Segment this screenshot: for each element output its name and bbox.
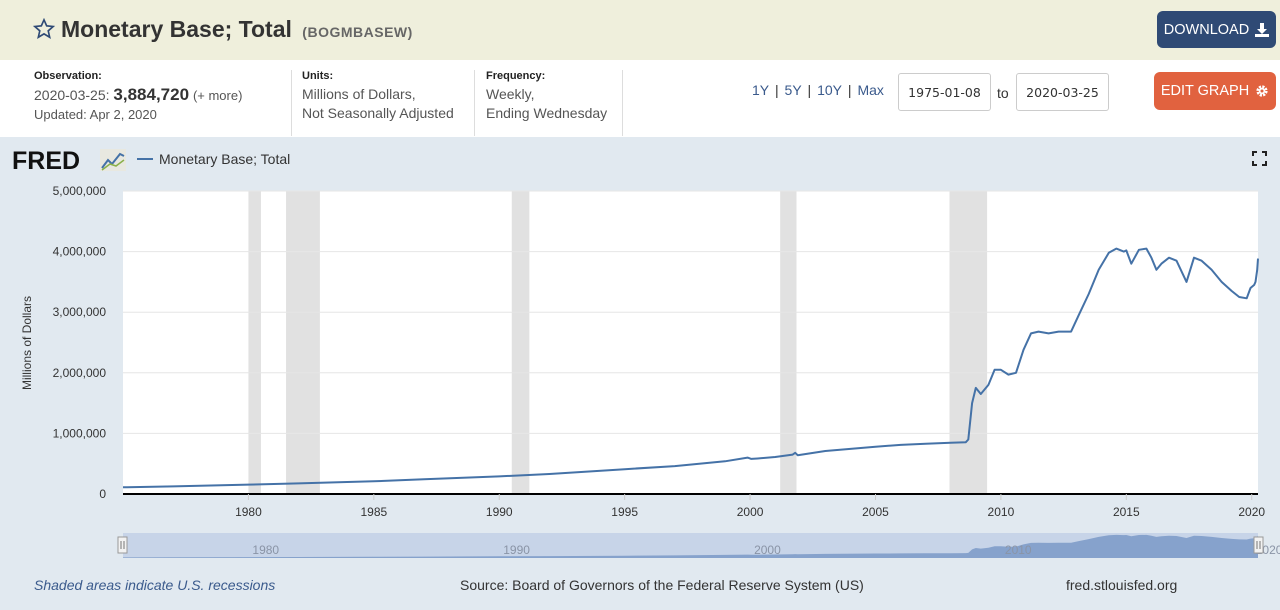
gridlines [123,190,1258,434]
title-bar: Monetary Base; Total (BOGMBASEW) DOWNLOA… [0,0,1280,60]
observation-block: Observation: 2020-03-25: 3,884,720 (+ mo… [34,70,242,122]
frequency-line-2: Ending Wednesday [486,105,608,121]
navigator-tick-label: 2000 [754,543,781,557]
units-label: Units: [302,70,334,82]
metadata-bar: Observation: 2020-03-25: 3,884,720 (+ mo… [0,60,1280,137]
divider [291,70,292,136]
navigator-area [123,534,1258,558]
x-tick-label: 1985 [360,505,387,519]
fred-logo[interactable]: FRED [12,146,130,174]
star-outline-icon[interactable] [33,18,55,40]
end-date-input[interactable]: 2020-03-25 [1016,73,1109,111]
observation-label: Observation: [34,70,102,82]
navigator-tick-label: 2010 [1005,543,1032,557]
recession-band [286,191,320,494]
x-tick-label: 2020 [1238,505,1265,519]
navigator: 1980 1990 2000 2010 2020 [123,534,1280,558]
navigator-handle-right[interactable] [1253,536,1264,554]
start-date-input[interactable]: 1975-01-08 [898,73,991,111]
range-max[interactable]: Max [857,82,884,98]
x-tick-label: 2015 [1113,505,1140,519]
series-layer [122,247,1259,489]
recession-band [248,191,261,494]
to-label: to [997,85,1009,101]
navigator-tick-label: 1990 [503,543,530,557]
fred-logo-text: FRED [12,147,80,174]
frequency-block: Frequency: Weekly, Ending Wednesday [486,70,607,123]
x-tick-label: 1995 [611,505,638,519]
recession-band [780,191,797,494]
chart: 0 1,000,000 2,000,000 3,000,000 4,000,000 5,0… [20,184,1280,558]
x-axis: 1980 1985 1990 1995 2000 2005 2010 2015 2020 [235,494,1265,519]
download-button-label: DOWNLOAD [1163,21,1250,38]
range-selector: 1Y | 5Y | 10Y | Max [752,82,884,98]
updated-date: Updated: Apr 2, 2020 [34,107,157,122]
navigator-tick-label: 1980 [252,543,279,557]
observation-line: 2020-03-25: 3,884,720 (+ more) [34,85,242,105]
recession-note[interactable]: Shaded areas indicate U.S. recessions [34,577,276,593]
x-tick-label: 2000 [737,505,764,519]
units-line-1: Millions of Dollars, [302,86,416,102]
recession-band [949,191,988,494]
series-id: (BOGMBASEW) [302,24,413,40]
x-tick-label: 2010 [988,505,1015,519]
download-icon [1255,22,1270,37]
series-title: Monetary Base; Total [61,16,292,42]
range-5y[interactable]: 5Y [784,82,802,98]
download-button[interactable]: DOWNLOAD [1157,11,1276,48]
gear-icon [1256,85,1268,97]
observation-more-link[interactable]: (+ more) [192,88,243,103]
legend-line-swatch [137,158,153,160]
y-tick-label: 0 [99,487,106,501]
y-axis: 0 1,000,000 2,000,000 3,000,000 4,000,000 5,0… [53,184,107,501]
y-tick-label: 2,000,000 [53,366,107,380]
edit-graph-label: EDIT GRAPH [1160,83,1250,99]
x-tick-label: 1990 [486,505,513,519]
frequency-label: Frequency: [486,70,546,82]
observation-value: 3,884,720 [113,85,190,104]
navigator-handle-left[interactable] [117,536,128,554]
observation-date: 2020-03-25: [34,87,110,103]
frequency-line-1: Weekly, [486,86,535,102]
series-line [122,247,1259,489]
fullscreen-icon[interactable] [1252,151,1267,166]
page-title: Monetary Base; Total (BOGMBASEW) [61,16,413,43]
range-10y[interactable]: 10Y [817,82,843,98]
edit-graph-button[interactable]: EDIT GRAPH [1154,72,1276,110]
x-tick-label: 1980 [235,505,262,519]
units-block: Units: Millions of Dollars, Not Seasonal… [302,70,454,123]
x-tick-label: 2005 [862,505,889,519]
site-link[interactable]: fred.stlouisfed.org [1066,577,1178,593]
divider [622,70,623,136]
units-line-2: Not Seasonally Adjusted [302,105,454,121]
y-axis-title: Millions of Dollars [20,296,34,390]
range-1y[interactable]: 1Y [752,82,770,98]
y-tick-label: 1,000,000 [53,426,107,440]
legend-series-label: Monetary Base; Total [159,151,291,167]
recession-band [511,191,530,494]
y-tick-label: 4,000,000 [53,245,107,259]
y-tick-label: 5,000,000 [53,184,107,198]
y-tick-label: 3,000,000 [53,305,107,319]
source-note: Source: Board of Governors of the Federa… [460,577,864,593]
divider [474,70,475,136]
